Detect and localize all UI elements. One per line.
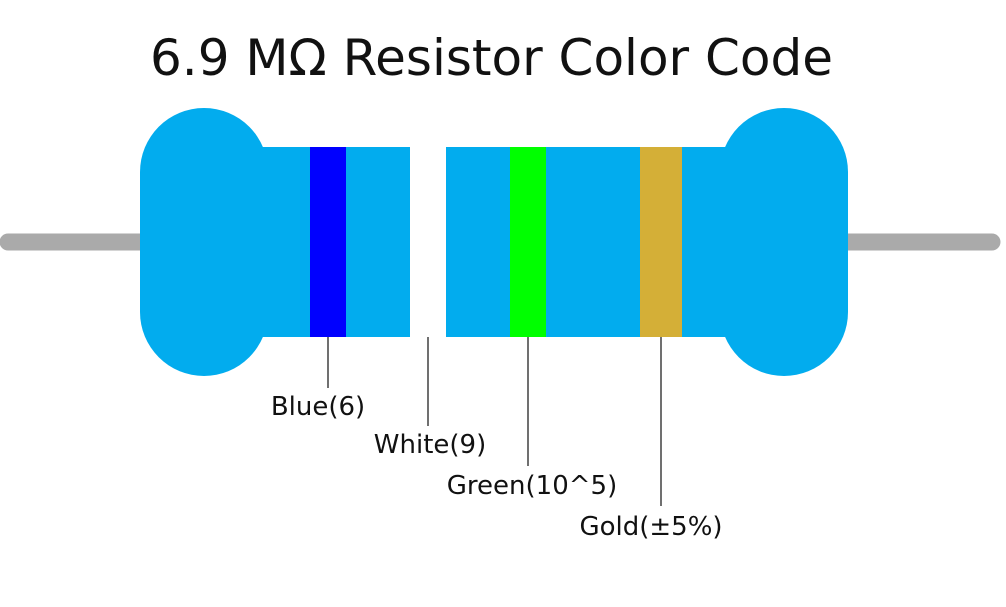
- band-blue: [310, 147, 346, 337]
- band-label-green: Green(10^5): [447, 471, 617, 501]
- band-white: [410, 147, 446, 337]
- band-label-gold: Gold(±5%): [579, 512, 722, 542]
- band-label-white: White(9): [374, 430, 486, 460]
- band-label-blue: Blue(6): [271, 392, 365, 422]
- resistor-body: [140, 108, 848, 376]
- page-title: 6.9 MΩ Resistor Color Code: [150, 29, 833, 87]
- band-green: [510, 147, 546, 337]
- band-gold: [640, 147, 682, 337]
